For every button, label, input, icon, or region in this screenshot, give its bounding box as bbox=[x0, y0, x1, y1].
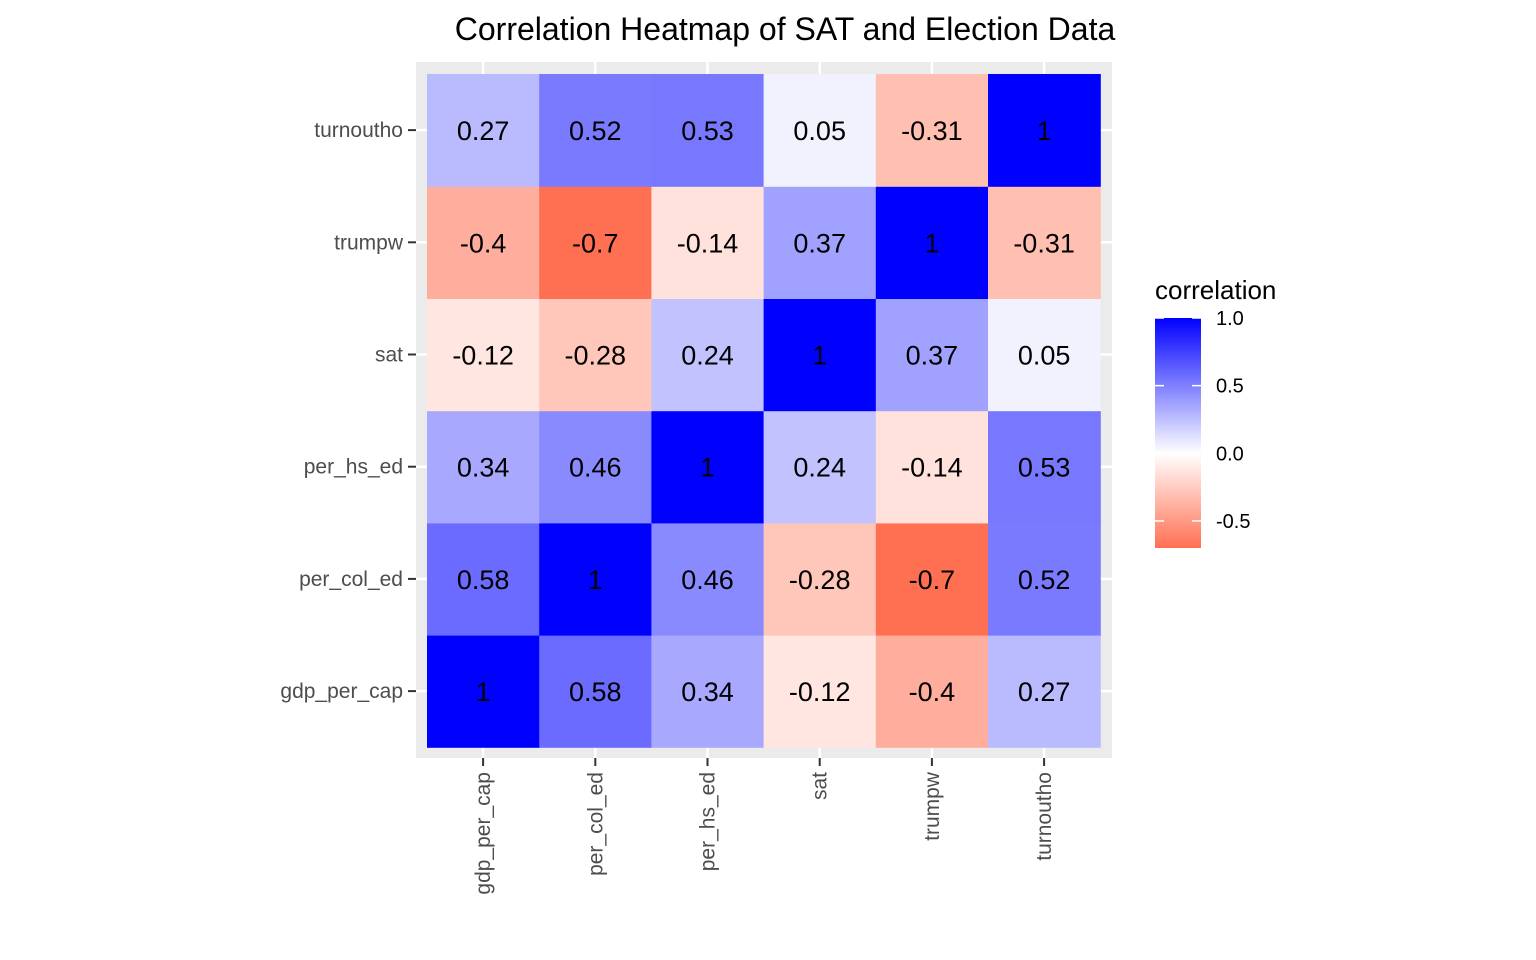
heatmap-cell bbox=[875, 522, 989, 636]
legend-tick-label: 1.0 bbox=[1216, 308, 1244, 330]
cell-value-label: -0.4 bbox=[909, 677, 956, 707]
cell-value-label: 0.05 bbox=[1018, 341, 1071, 371]
heatmap-cell bbox=[539, 522, 652, 636]
heatmap-cell bbox=[427, 410, 540, 524]
heatmap-cell bbox=[427, 522, 540, 636]
heatmap-cell bbox=[875, 410, 989, 524]
heatmap-cell bbox=[651, 635, 765, 748]
chart-title: Correlation Heatmap of SAT and Election … bbox=[455, 11, 1116, 47]
heatmap-cells: 1 0.58 0.34 -0.12 -0.4 0.27 0.58 1 0.46 -0.28 -0.7… bbox=[427, 74, 1101, 748]
cell-value-label: -0.28 bbox=[789, 565, 851, 595]
heatmap-cell bbox=[988, 635, 1101, 748]
cell-value-label: 0.24 bbox=[793, 453, 846, 483]
heatmap-cell bbox=[651, 410, 765, 524]
heatmap-cell bbox=[539, 410, 652, 524]
cell-value-label: -0.7 bbox=[909, 565, 956, 595]
heatmap-cell bbox=[763, 298, 877, 412]
x-axis: gdp_per_cap per_col_ed per_hs_ed sat trumpw t… bbox=[472, 758, 1056, 895]
cell-value-label: 0.58 bbox=[569, 677, 622, 707]
cell-value-label: 1 bbox=[700, 453, 715, 483]
heatmap-cell bbox=[988, 298, 1101, 412]
x-tick-label: gdp_per_cap bbox=[472, 772, 495, 895]
y-tick-label: sat bbox=[375, 344, 403, 367]
cell-value-label: 0.46 bbox=[569, 453, 622, 483]
cell-value-label: -0.14 bbox=[677, 228, 739, 258]
legend-tick-label: 0.5 bbox=[1216, 376, 1244, 398]
cell-value-label: -0.14 bbox=[901, 453, 963, 483]
y-tick-label: per_col_ed bbox=[299, 568, 403, 591]
cell-value-label: 0.46 bbox=[681, 565, 734, 595]
heatmap-cell bbox=[427, 298, 540, 412]
cell-value-label: -0.12 bbox=[452, 341, 514, 371]
cell-value-label: 0.27 bbox=[457, 116, 510, 146]
heatmap-cell bbox=[539, 186, 652, 299]
legend-colorbar bbox=[1155, 318, 1201, 548]
heatmap-cell bbox=[651, 186, 765, 299]
cell-value-label: 0.53 bbox=[681, 116, 734, 146]
cell-value-label: 0.52 bbox=[1018, 565, 1071, 595]
heatmap-cell bbox=[763, 410, 877, 524]
x-tick-label: per_hs_ed bbox=[697, 772, 720, 871]
heatmap-cell bbox=[651, 74, 765, 187]
cell-value-label: 0.58 bbox=[457, 565, 510, 595]
cell-value-label: 0.52 bbox=[569, 116, 622, 146]
y-tick-label: gdp_per_cap bbox=[280, 680, 403, 703]
x-tick-label: per_col_ed bbox=[584, 772, 607, 876]
heatmap-cell bbox=[427, 74, 540, 187]
cell-value-label: -0.7 bbox=[572, 228, 619, 258]
cell-value-label: 0.53 bbox=[1018, 453, 1071, 483]
heatmap-cell bbox=[988, 74, 1101, 187]
cell-value-label: -0.28 bbox=[565, 341, 627, 371]
cell-value-label: 0.24 bbox=[681, 341, 734, 371]
heatmap-cell bbox=[427, 186, 540, 299]
x-tick-label: trumpw bbox=[921, 771, 944, 841]
heatmap-cell bbox=[763, 522, 877, 636]
heatmap-cell bbox=[763, 186, 877, 299]
y-tick-label: per_hs_ed bbox=[304, 456, 403, 479]
legend-tick-label: -0.5 bbox=[1216, 511, 1250, 533]
y-tick-label: trumpw bbox=[334, 231, 404, 254]
cell-value-label: 0.05 bbox=[793, 116, 846, 146]
cell-value-label: 0.37 bbox=[793, 228, 846, 258]
heatmap-cell bbox=[539, 298, 652, 412]
heatmap-cell bbox=[875, 635, 989, 748]
x-tick-label: turnoutho bbox=[1033, 772, 1056, 861]
cell-value-label: 1 bbox=[588, 565, 603, 595]
cell-value-label: -0.31 bbox=[1013, 228, 1075, 258]
cell-value-label: 1 bbox=[924, 228, 939, 258]
heatmap-cell bbox=[651, 522, 765, 636]
cell-value-label: -0.31 bbox=[901, 116, 963, 146]
cell-value-label: 0.37 bbox=[906, 341, 959, 371]
cell-value-label: 0.27 bbox=[1018, 677, 1071, 707]
heatmap-cell bbox=[651, 298, 765, 412]
cell-value-label: -0.12 bbox=[789, 677, 851, 707]
y-tick-label: turnoutho bbox=[314, 119, 403, 142]
cell-value-label: 1 bbox=[476, 677, 491, 707]
y-axis: gdp_per_cap per_col_ed per_hs_ed sat trumpw t… bbox=[280, 119, 416, 703]
cell-value-label: 1 bbox=[1037, 116, 1052, 146]
heatmap-cell bbox=[988, 522, 1101, 636]
cell-value-label: 1 bbox=[812, 341, 827, 371]
heatmap-cell bbox=[875, 74, 989, 187]
cell-value-label: 0.34 bbox=[457, 453, 510, 483]
heatmap-cell bbox=[875, 298, 989, 412]
heatmap-cell bbox=[539, 635, 652, 748]
heatmap-cell bbox=[988, 186, 1101, 299]
cell-value-label: 0.34 bbox=[681, 677, 734, 707]
legend-title: correlation bbox=[1155, 275, 1276, 305]
legend-tick-label: 0.0 bbox=[1216, 443, 1244, 465]
heatmap-cell bbox=[427, 635, 540, 748]
heatmap-cell bbox=[988, 410, 1101, 524]
heatmap-cell bbox=[763, 635, 877, 748]
heatmap-cell bbox=[539, 74, 652, 187]
heatmap-cell bbox=[763, 74, 877, 187]
heatmap-cell bbox=[875, 186, 989, 299]
legend: correlation 1.0 0.5 0.0 -0.5 bbox=[1155, 275, 1276, 548]
cell-value-label: -0.4 bbox=[460, 228, 507, 258]
x-tick-label: sat bbox=[809, 772, 832, 800]
